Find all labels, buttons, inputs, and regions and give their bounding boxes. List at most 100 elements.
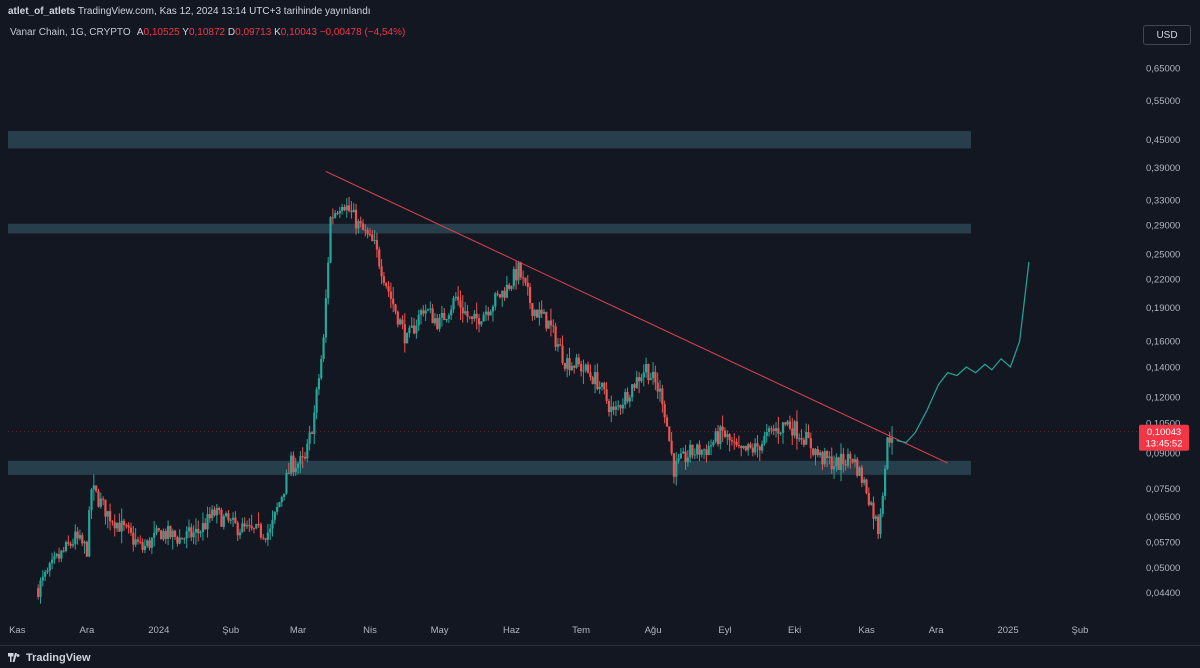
x-tick-label: Şub: [1072, 625, 1089, 636]
low-value: 0,09713: [235, 27, 272, 38]
candle-body: [825, 451, 829, 459]
candle-body: [614, 406, 618, 410]
candle-body: [860, 467, 863, 483]
candle-body: [468, 316, 471, 318]
candle-body: [248, 525, 251, 527]
candle-body: [157, 528, 160, 531]
x-tick-label: Haz: [503, 625, 520, 636]
candle-body: [515, 269, 518, 281]
candle-body: [88, 510, 91, 557]
candle-body: [382, 276, 385, 283]
zone-band: [8, 460, 971, 475]
candle-body: [531, 303, 534, 317]
candle-body: [250, 525, 253, 529]
candle-body: [628, 397, 631, 402]
candle-body: [480, 321, 483, 325]
candle-body: [561, 345, 564, 364]
currency-button[interactable]: USD: [1143, 25, 1191, 45]
candle-body: [851, 458, 854, 463]
y-tick-label: 0,55000: [1146, 96, 1180, 107]
candle-body: [452, 298, 455, 310]
candle-body: [389, 291, 392, 299]
candle-body: [269, 528, 272, 533]
candle-body: [194, 528, 198, 533]
candle-body: [41, 576, 44, 581]
candle-body: [846, 453, 850, 466]
candle-body: [751, 447, 754, 453]
candle-body: [684, 451, 687, 463]
candle-body: [877, 516, 880, 535]
candle-body: [591, 377, 594, 385]
candle-body: [693, 454, 696, 456]
candle-body: [199, 531, 202, 534]
candle-body: [436, 318, 439, 329]
candle-body: [470, 316, 474, 319]
tradingview-brand[interactable]: TradingView: [8, 652, 91, 664]
candle-body: [675, 460, 678, 477]
candle-body: [396, 311, 399, 325]
y-tick-label: 0,29000: [1146, 221, 1180, 232]
y-tick-label: 0,19000: [1146, 303, 1180, 314]
last-price-value: 0,10043: [1147, 427, 1181, 438]
candle-body: [647, 363, 650, 381]
candle-body: [600, 382, 604, 387]
candle-body: [832, 466, 836, 470]
candle-body: [654, 371, 657, 383]
candle-body: [863, 479, 866, 483]
candle-body: [596, 372, 599, 390]
candle-body: [264, 538, 267, 540]
x-tick-label: May: [431, 625, 449, 636]
candle-body: [445, 319, 448, 321]
candle-body: [301, 456, 304, 458]
candle-body: [508, 284, 511, 289]
candle-body: [440, 312, 444, 318]
candle-body: [747, 444, 750, 451]
candle-body: [501, 290, 504, 298]
candle-body: [115, 522, 119, 529]
y-tick-label: 0,14000: [1146, 363, 1180, 374]
candle-body: [278, 502, 281, 507]
time-axis[interactable]: Kas Ara 2024 Şub Mar Nis May Haz Tem Ağu Eyl Eki Kas…: [9, 625, 1088, 636]
candle-body: [410, 325, 413, 328]
candle-body: [438, 317, 441, 329]
candle-body: [433, 318, 437, 324]
candle-body: [749, 444, 752, 448]
candle-body: [605, 389, 608, 401]
candle-body: [665, 417, 669, 427]
symbol-title[interactable]: Vanar Chain, 1G, CRYPTO: [10, 27, 131, 38]
candle-body: [714, 431, 717, 442]
candle-body: [392, 298, 395, 305]
candle-body: [707, 445, 710, 456]
candle-body: [737, 444, 741, 446]
candle-body: [375, 240, 379, 250]
candle-body: [542, 311, 546, 314]
close-value: 0,10043: [280, 27, 317, 38]
candle-body: [535, 309, 539, 318]
candle-body: [473, 313, 476, 319]
candle-body: [489, 311, 492, 316]
y-tick-label: 0,09000: [1146, 449, 1180, 460]
publisher-name[interactable]: atlet_of_atlets: [8, 6, 76, 17]
symbol-legend: Vanar Chain, 1G, CRYPTO A0,10525 Y0,1087…: [10, 27, 405, 38]
candle-body: [227, 513, 230, 521]
price-axis[interactable]: 0,65000 0,55000 0,45000 0,39000 0,33000 0,290…: [1146, 63, 1180, 599]
candle-body: [779, 432, 782, 434]
candle-body: [67, 542, 70, 544]
candle-body: [266, 532, 269, 540]
y-tick-label: 0,05700: [1146, 538, 1180, 549]
y-tick-label: 0,39000: [1146, 163, 1180, 174]
x-tick-label: 2024: [148, 625, 169, 636]
candle-body: [167, 525, 170, 539]
candle-body: [255, 524, 258, 529]
candle-body: [153, 532, 156, 538]
high-value: 0,10872: [188, 27, 226, 38]
candle-body: [146, 540, 149, 546]
candle-body: [48, 563, 51, 571]
candle-body: [545, 311, 548, 329]
y-tick-label: 0,04400: [1146, 588, 1180, 599]
candle-body: [593, 372, 597, 385]
candle-body: [584, 364, 587, 371]
candle-body: [120, 520, 123, 532]
x-tick-label: Ağu: [645, 625, 662, 636]
